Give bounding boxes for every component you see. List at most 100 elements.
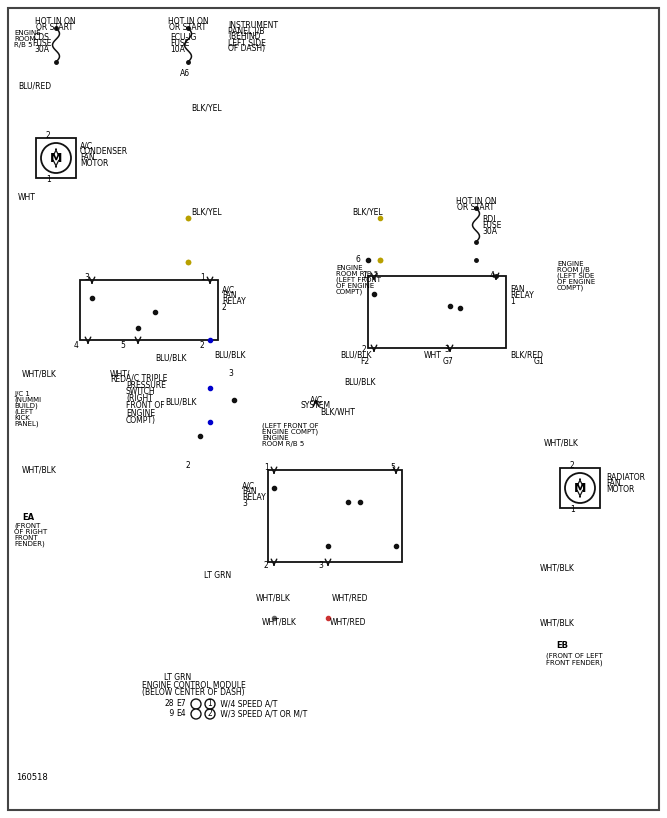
Bar [160, 28, 216, 62]
Text: (LEFT FRONT OF: (LEFT FRONT OF [262, 423, 319, 429]
Text: 2: 2 [186, 461, 191, 470]
Text: FUSE: FUSE [170, 38, 189, 47]
Text: WHT/BLK: WHT/BLK [262, 618, 297, 627]
Bar [268, 470, 402, 562]
Text: 3: 3 [444, 345, 449, 354]
Bar [258, 424, 540, 578]
Text: 2: 2 [570, 461, 575, 470]
Text: PRESSURE: PRESSURE [126, 380, 166, 389]
Text: 28: 28 [165, 699, 174, 708]
Text: FAN: FAN [222, 291, 237, 300]
Text: SYSTEM: SYSTEM [301, 402, 331, 411]
Text: ENGINE: ENGINE [126, 408, 155, 417]
Text: OR START: OR START [169, 24, 207, 33]
Text: SWITCH: SWITCH [126, 388, 155, 397]
Text: A/C: A/C [242, 482, 255, 491]
Text: WHT/BLK: WHT/BLK [540, 564, 575, 573]
Text: 2: 2 [362, 345, 367, 354]
Text: OF RIGHT: OF RIGHT [14, 529, 47, 535]
Text: BLK/YEL: BLK/YEL [191, 208, 221, 217]
Text: LT GRN: LT GRN [204, 572, 231, 581]
Text: MOTOR: MOTOR [606, 486, 634, 495]
Text: RED: RED [110, 375, 126, 384]
Text: ENGINE COMPT): ENGINE COMPT) [262, 429, 318, 435]
Text: WHT/BLK: WHT/BLK [256, 594, 291, 603]
Text: CDS: CDS [34, 33, 50, 42]
Text: ROOM: ROOM [14, 36, 35, 42]
Text: A/C: A/C [222, 285, 235, 294]
Text: WHT/RED: WHT/RED [330, 618, 366, 627]
Text: RELAY: RELAY [242, 493, 265, 502]
Text: 30A: 30A [482, 227, 497, 236]
Text: R/B 5: R/B 5 [14, 42, 33, 48]
Text: ENGINE CONTROL MODULE: ENGINE CONTROL MODULE [142, 681, 245, 690]
Text: (BELOW CENTER OF DASH): (BELOW CENTER OF DASH) [142, 689, 245, 698]
Bar [18, 262, 334, 350]
Text: OF ENGINE: OF ENGINE [336, 283, 374, 289]
Text: (FRONT: (FRONT [14, 523, 41, 529]
Text: FENDER): FENDER) [14, 541, 45, 547]
Bar [36, 138, 76, 178]
Text: (LEFT SIDE: (LEFT SIDE [557, 272, 594, 279]
Text: M: M [574, 482, 586, 495]
Text: A/C: A/C [309, 395, 323, 404]
Text: COMPT): COMPT) [336, 289, 364, 295]
Text: 30A: 30A [35, 44, 49, 53]
Text: W/3 SPEED A/T OR M/T: W/3 SPEED A/T OR M/T [218, 709, 307, 718]
Text: W/4 SPEED A/T: W/4 SPEED A/T [218, 699, 277, 708]
Circle shape [205, 699, 215, 709]
Text: LEFT SIDE: LEFT SIDE [228, 38, 266, 47]
Text: 10A: 10A [170, 44, 185, 53]
Bar [122, 374, 270, 466]
Text: (LEFT: (LEFT [14, 409, 33, 416]
Text: FRONT FENDER): FRONT FENDER) [546, 660, 602, 666]
Text: WHT/BLK: WHT/BLK [544, 438, 579, 447]
Text: E7: E7 [176, 699, 185, 708]
Text: (BEHIND: (BEHIND [228, 33, 261, 42]
Text: 2: 2 [200, 340, 205, 349]
Text: J/C 1: J/C 1 [14, 391, 30, 397]
Text: 3: 3 [84, 273, 89, 282]
Text: 2: 2 [222, 303, 227, 312]
Text: 4: 4 [74, 340, 79, 349]
Text: OR START: OR START [458, 204, 494, 213]
Bar [358, 260, 554, 358]
Text: G1: G1 [534, 357, 545, 366]
Text: 160518: 160518 [16, 774, 48, 783]
Text: WHT/: WHT/ [110, 370, 131, 379]
Text: BLK/WHT: BLK/WHT [320, 407, 355, 416]
Text: RADIATOR: RADIATOR [606, 474, 645, 483]
Text: WHT/BLK: WHT/BLK [22, 465, 57, 474]
Text: BLU/RED: BLU/RED [18, 82, 51, 91]
Text: BLU/BLK: BLU/BLK [155, 353, 187, 362]
Text: BUILD): BUILD) [14, 402, 38, 409]
Text: FAN: FAN [510, 285, 525, 294]
Text: A/C: A/C [80, 142, 93, 151]
Circle shape [191, 699, 201, 709]
Bar [80, 280, 218, 340]
Text: MOTOR: MOTOR [80, 160, 108, 169]
Text: 5: 5 [390, 464, 395, 473]
Text: OF ENGINE: OF ENGINE [557, 279, 595, 285]
Text: ROOM R/B 5: ROOM R/B 5 [336, 271, 378, 277]
Text: EB: EB [556, 641, 568, 650]
Text: BLU/BLK: BLU/BLK [340, 350, 372, 359]
Text: FAN: FAN [606, 479, 620, 488]
Text: WHT: WHT [18, 194, 36, 203]
Text: (FRONT OF LEFT: (FRONT OF LEFT [546, 653, 602, 659]
Text: WHT/BLK: WHT/BLK [540, 618, 575, 627]
Text: BLU/BLK: BLU/BLK [214, 350, 245, 359]
Text: ECU-IG: ECU-IG [170, 33, 196, 42]
Text: FRONT OF: FRONT OF [126, 402, 165, 411]
Bar [138, 678, 286, 730]
Text: BLK/RED: BLK/RED [510, 350, 543, 359]
Circle shape [191, 709, 201, 719]
Text: BLK/YEL: BLK/YEL [352, 208, 383, 217]
Bar [36, 390, 82, 452]
Text: (NUMMI: (NUMMI [14, 397, 41, 403]
Text: ENGINE: ENGINE [262, 435, 289, 441]
Text: COMPT): COMPT) [557, 285, 584, 291]
Text: FUSE: FUSE [32, 38, 51, 47]
Circle shape [565, 473, 595, 503]
Text: 1: 1 [207, 699, 212, 708]
